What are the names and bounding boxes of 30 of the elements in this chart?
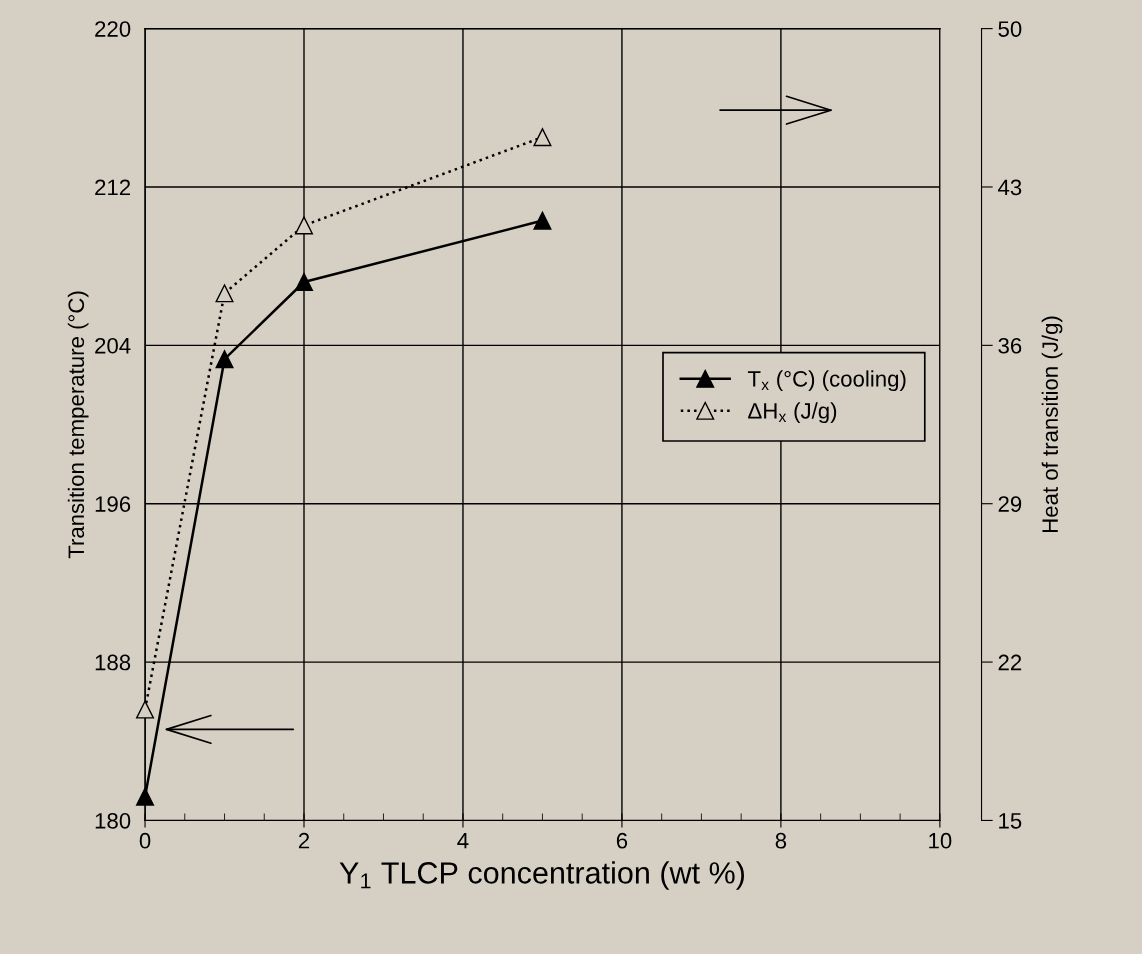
y-tick-label: 196: [95, 496, 131, 512]
point: [533, 128, 552, 147]
x-tick-label: 4: [457, 833, 469, 849]
x-tick-label: 0: [139, 832, 151, 849]
legend-label: T$_{x}$ (°C) (cooling): [747, 370, 906, 392]
y-tick-label: 204: [95, 337, 131, 354]
point: [136, 700, 155, 719]
x-tick-label: 2: [298, 832, 310, 849]
point: [215, 350, 234, 369]
y-axis-title: Transition temperature (°C): [67, 291, 89, 559]
y2-tick-label: 36: [998, 337, 1022, 354]
legend-label: ΔH$_{x}$ (J/g): [748, 402, 837, 424]
point: [294, 272, 314, 292]
y2-tick-label: 29: [998, 496, 1022, 512]
y2-tick-label: 50: [998, 21, 1022, 37]
y2-tick-label: 22: [998, 654, 1022, 671]
y-tick-label: 188: [95, 654, 131, 671]
y-tick-label: 220: [95, 21, 131, 37]
point: [533, 211, 552, 230]
y-tick-label: 212: [95, 179, 131, 196]
x-tick-label: 8: [775, 832, 787, 849]
x-axis-title: Y$_{1}$ TLCP concentration (wt %): [339, 861, 745, 890]
point: [294, 216, 314, 235]
x-tick-label: 6: [616, 832, 628, 849]
x-tick-label: 10: [929, 832, 952, 849]
y2-axis-title: Heat of transition (J/g): [1041, 316, 1063, 532]
y2-tick-label: 43: [998, 179, 1022, 196]
point: [215, 284, 234, 303]
y2-tick-label: 15: [999, 813, 1022, 829]
y-tick-label: 180: [95, 812, 131, 829]
